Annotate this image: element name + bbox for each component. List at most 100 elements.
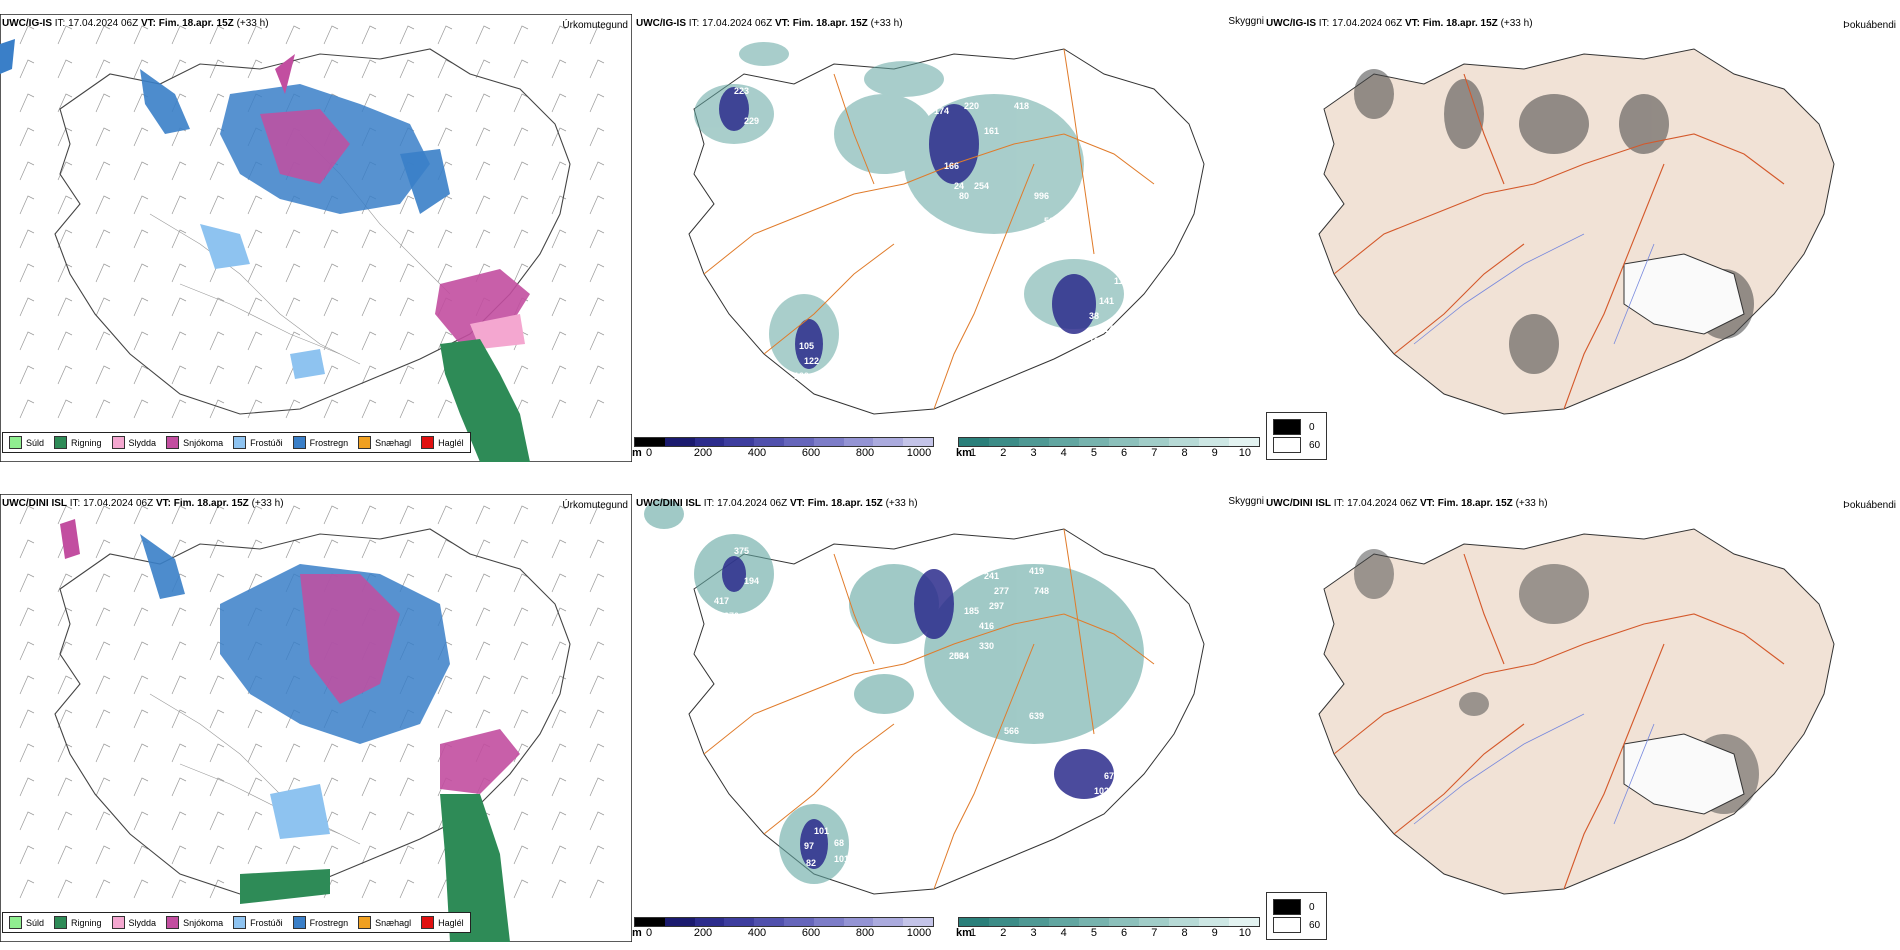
vt-value: Fim. 18.apr. 15Z [173,498,249,509]
wind-barb [285,777,301,797]
wind-barb [19,297,35,317]
wind-barb [95,59,111,79]
precip-map-row2 [0,494,632,942]
wind-barb [513,505,529,525]
precip-panel-row2: UWC/DINI ISL IT: 17.04.2024 06Z VT: Fim.… [0,494,632,942]
ceiling-value: 68 [834,838,844,848]
legend-label: Snæhagl [375,437,412,448]
legend-item: Snjókoma [166,436,223,449]
precip-legend-row1: Súld Rigning Slydda Snjókoma Frostúði Frostre… [2,432,471,453]
wind-barb [57,505,73,525]
wind-barb [19,25,35,45]
scale-segment [1139,438,1169,446]
ceiling-value: 329 [774,596,789,606]
wind-barb [57,845,73,865]
wind-barb [399,811,415,831]
wind-barb [361,743,377,763]
wind-barb [19,331,35,351]
scale-segment [1169,918,1199,926]
legend-swatch [233,436,247,449]
wind-barb [95,127,111,147]
wind-barb [57,879,73,899]
ceiling-value: 639 [1029,711,1044,721]
wind-barb [95,229,111,249]
scale-km-row2: 1 2 3 4 5 6 7 8 9 10 km [956,917,1260,940]
wind-barb [95,365,111,385]
wind-barb [475,195,491,215]
wind-barb [19,777,35,797]
ceiling-value: 534 [954,651,969,661]
ceiling-value: 254 [974,181,989,191]
legend-swatch [292,436,306,449]
wind-barb [589,811,605,831]
legend-label: Súld [26,917,45,928]
wind-barb [323,399,339,419]
precip-map-row1 [0,14,632,462]
scale-segment [1199,918,1229,926]
wind-barb [19,879,35,899]
wind-barb [589,297,605,317]
scale-segment [813,438,844,446]
wind-barb [399,25,415,45]
wind-barb [513,263,529,283]
ceiling-value: 297 [989,601,1004,611]
wind-barb [209,365,225,385]
ceiling-value: 75 [814,381,824,391]
wind-barb [133,709,149,729]
lead-time: (+33 h) [236,18,269,29]
wind-barb [551,331,567,351]
wind-barb [57,331,73,351]
scale-tick: 1000 [906,447,932,459]
wind-barb [57,777,73,797]
wind-barb [57,93,73,113]
wind-barb [323,229,339,249]
wind-barb [247,777,263,797]
lead-time: (+33 h) [1515,498,1548,509]
wind-barb [513,709,529,729]
wind-barb [361,777,377,797]
wind-barb [247,297,263,317]
wind-barb [171,161,187,181]
wind-barb [399,845,415,865]
fog-legend-row1: 0 60 [1266,412,1328,460]
wind-barb [513,93,529,113]
scale-segment [694,438,725,446]
wind-barb [19,229,35,249]
wind-barb [399,195,415,215]
wind-barb [209,161,225,181]
legend-item: Rigning [54,436,102,449]
wind-barb [57,161,73,181]
wind-barb [247,195,263,215]
scale-segment [903,918,933,926]
wind-barb [95,675,111,695]
wind-barb [171,365,187,385]
it-value: 17.04.2024 06Z [717,498,788,509]
scale-tick: 1 [970,927,977,939]
wind-barb [589,641,605,661]
wind-barb [171,399,187,419]
wind-barb [551,399,567,419]
lead-time: (+33 h) [870,18,903,29]
vt-label: VT: [774,18,790,29]
wind-barb [323,59,339,79]
wind-barb [19,195,35,215]
wind-barb [589,263,605,283]
wind-barb [95,93,111,113]
it-value: 17.04.2024 06Z [68,18,139,29]
legend-item: Frostúði [233,916,283,929]
wind-barb [323,845,339,865]
wind-barb [551,365,567,385]
scale-bar [634,437,934,447]
scale-segment [664,438,695,446]
scale-tick: 0 [645,447,653,459]
wind-barb [551,709,567,729]
it-label: IT: [1333,498,1345,509]
fog-legend-label: 0 [1309,901,1315,913]
wind-barb [361,59,377,79]
legend-item: Slydda [111,436,156,449]
wind-barb [285,331,301,351]
wind-barb [133,777,149,797]
wind-barb [361,811,377,831]
it-label: IT: [703,498,715,509]
wind-barb [323,331,339,351]
